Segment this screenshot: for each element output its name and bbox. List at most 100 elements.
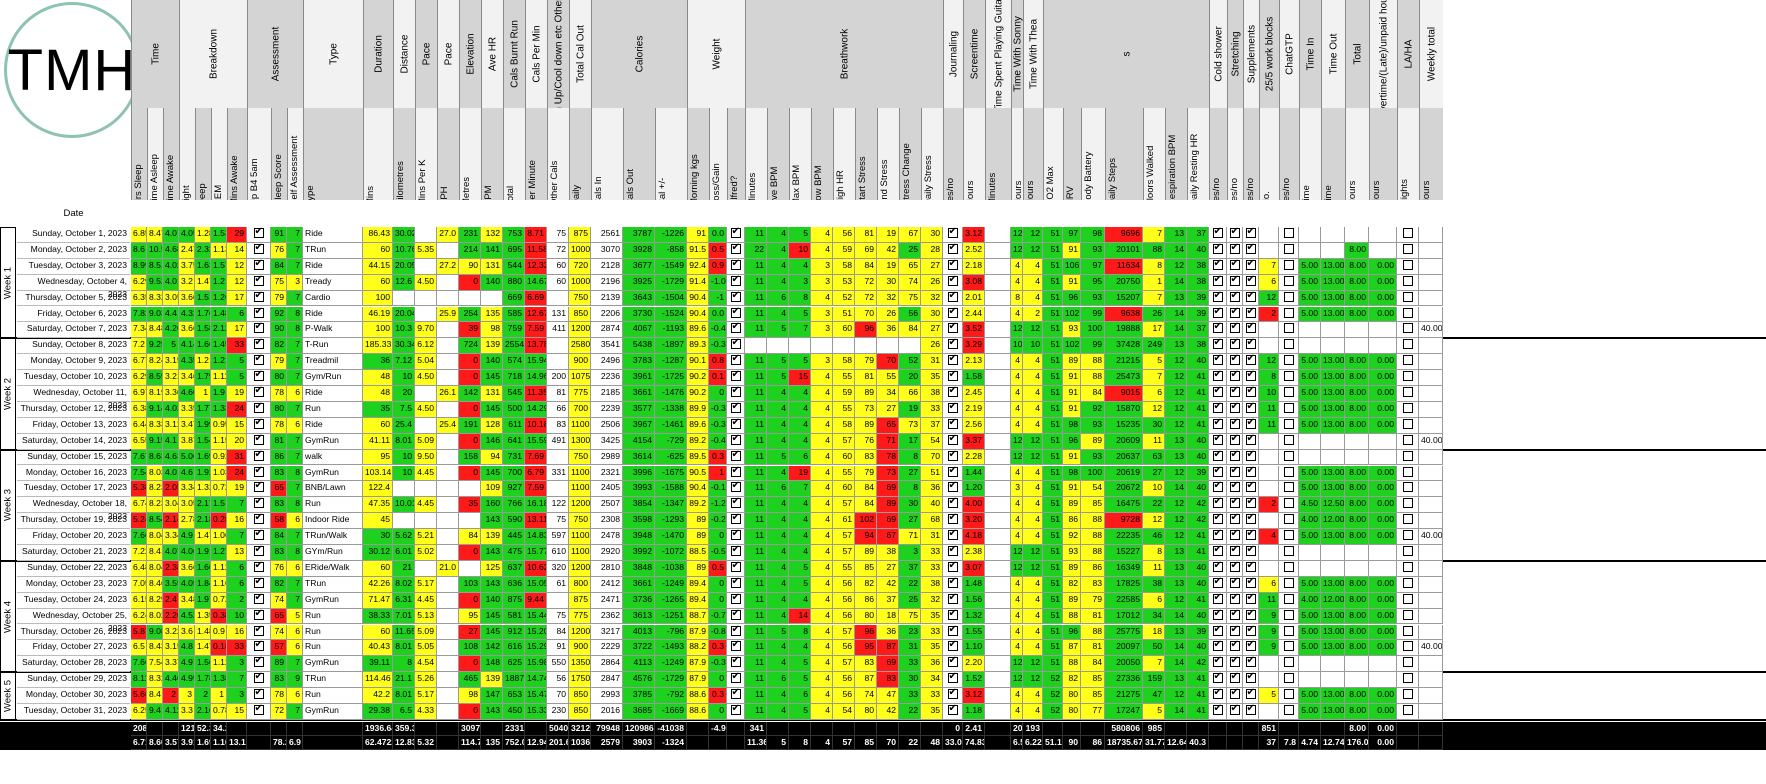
data-cell[interactable] bbox=[393, 481, 415, 498]
data-cell[interactable] bbox=[1369, 449, 1397, 466]
data-cell[interactable]: 12 bbox=[1011, 656, 1023, 673]
data-cell[interactable]: 7.69 bbox=[525, 449, 547, 466]
total-cell[interactable]: 120986 bbox=[623, 721, 655, 736]
data-cell[interactable]: 8.01 bbox=[393, 433, 415, 450]
data-cell[interactable]: 13 bbox=[1165, 545, 1187, 561]
total-cell[interactable]: 201.6 bbox=[547, 735, 569, 750]
checkbox-cell[interactable] bbox=[1243, 688, 1259, 704]
data-cell[interactable]: 58 bbox=[833, 417, 855, 434]
data-cell[interactable]: 48 bbox=[363, 370, 393, 386]
data-cell[interactable]: 9 bbox=[1259, 624, 1279, 641]
column-header[interactable]: No. bbox=[1259, 108, 1279, 200]
data-cell[interactable]: 11 bbox=[745, 449, 767, 466]
data-cell[interactable]: 1.20 bbox=[963, 481, 985, 498]
data-cell[interactable]: 78 bbox=[271, 417, 287, 434]
column-header[interactable]: Mins Awake bbox=[227, 108, 247, 200]
data-cell[interactable]: 13 bbox=[1165, 672, 1187, 689]
data-cell[interactable]: 73 bbox=[855, 401, 877, 418]
data-cell[interactable]: 3 bbox=[789, 274, 811, 291]
date-cell[interactable]: Sunday, October 8, 2023 bbox=[17, 338, 130, 355]
data-cell[interactable]: 51 bbox=[1043, 386, 1063, 402]
data-cell[interactable]: 3854 bbox=[623, 497, 655, 514]
total-cell[interactable]: 86 bbox=[1081, 735, 1105, 750]
data-cell[interactable]: 125 bbox=[481, 560, 503, 577]
data-cell[interactable]: 3.22 bbox=[163, 624, 179, 641]
column-header[interactable]: Daily bbox=[569, 108, 591, 200]
total-cell[interactable]: 193 bbox=[1023, 721, 1043, 736]
data-cell[interactable]: 4.45 bbox=[415, 465, 437, 482]
data-cell[interactable]: 2321 bbox=[591, 465, 623, 482]
data-cell[interactable]: 8.00 bbox=[1345, 481, 1369, 498]
date-cell[interactable]: Saturday, October 14, 2023 bbox=[17, 434, 130, 450]
data-cell[interactable] bbox=[1345, 545, 1369, 561]
checkbox-cell[interactable] bbox=[1279, 449, 1299, 466]
data-cell[interactable]: 84 bbox=[855, 258, 877, 275]
data-cell[interactable] bbox=[1345, 656, 1369, 673]
data-cell[interactable]: 5.00 bbox=[1299, 274, 1321, 291]
data-cell[interactable]: 90.4 bbox=[687, 290, 709, 307]
data-cell[interactable]: 5 bbox=[227, 370, 247, 386]
data-cell[interactable]: 4 bbox=[811, 497, 833, 514]
data-cell[interactable]: 1887 bbox=[503, 672, 525, 689]
data-cell[interactable]: 4 bbox=[1023, 417, 1043, 434]
data-cell[interactable]: 8.6 bbox=[131, 242, 147, 259]
data-cell[interactable]: 0.00 bbox=[1369, 513, 1397, 530]
data-cell[interactable] bbox=[855, 338, 877, 355]
data-cell[interactable]: 4.50 bbox=[415, 401, 437, 418]
data-cell[interactable]: 5.00 bbox=[1299, 624, 1321, 641]
data-cell[interactable]: 12 bbox=[1023, 449, 1043, 466]
data-cell[interactable]: 4 bbox=[811, 290, 833, 307]
checkbox-cell[interactable] bbox=[1209, 242, 1227, 259]
data-cell[interactable]: 4 bbox=[1023, 274, 1043, 291]
data-cell[interactable]: 0.0 bbox=[709, 306, 727, 323]
checkbox-cell[interactable] bbox=[943, 417, 963, 434]
checked-checkbox-icon[interactable] bbox=[253, 450, 264, 461]
data-cell[interactable]: GymRun bbox=[303, 656, 363, 673]
data-cell[interactable]: 3.66 bbox=[179, 560, 195, 577]
checkbox-cell[interactable] bbox=[247, 688, 271, 704]
data-cell[interactable]: 1.28 bbox=[195, 227, 211, 243]
data-cell[interactable]: 11 bbox=[745, 306, 767, 323]
data-cell[interactable]: 4 bbox=[1011, 624, 1023, 641]
data-cell[interactable]: 3.52 bbox=[963, 322, 985, 339]
data-cell[interactable]: 2.17 bbox=[195, 497, 211, 514]
data-cell[interactable]: 9.14 bbox=[147, 401, 163, 418]
data-cell[interactable]: TRun/Walk bbox=[303, 529, 363, 545]
data-cell[interactable] bbox=[1259, 227, 1279, 243]
checked-checkbox-icon[interactable] bbox=[1229, 370, 1240, 382]
data-cell[interactable]: 12.50 bbox=[1321, 497, 1345, 514]
data-cell[interactable]: 41 bbox=[1187, 370, 1209, 386]
checked-checkbox-icon[interactable] bbox=[730, 672, 741, 684]
checkbox-cell[interactable] bbox=[1243, 672, 1259, 689]
checked-checkbox-icon[interactable] bbox=[253, 307, 264, 318]
data-cell[interactable]: 12 bbox=[1165, 497, 1187, 514]
total-cell[interactable]: 11.36 bbox=[745, 735, 767, 750]
data-cell[interactable]: 31 bbox=[921, 354, 943, 371]
data-cell[interactable]: 0.0 bbox=[709, 227, 727, 243]
column-header[interactable]: Hours bbox=[963, 108, 985, 200]
checkbox-cell[interactable] bbox=[943, 608, 963, 625]
data-cell[interactable]: 13.00 bbox=[1321, 290, 1345, 307]
column-header[interactable]: Mins Per K bbox=[415, 108, 437, 200]
checkbox-cell[interactable] bbox=[1397, 497, 1419, 514]
data-cell[interactable]: 4 bbox=[1023, 497, 1043, 514]
total-cell[interactable]: 78.2 bbox=[271, 735, 287, 750]
total-cell[interactable]: 1.104 bbox=[211, 735, 227, 750]
data-cell[interactable] bbox=[1419, 338, 1443, 355]
data-cell[interactable]: 66 bbox=[547, 401, 569, 418]
column-header[interactable]: Total bbox=[503, 108, 525, 200]
total-cell[interactable] bbox=[985, 721, 1011, 736]
data-cell[interactable]: 13.00 bbox=[1321, 386, 1345, 402]
unchecked-checkbox-icon[interactable] bbox=[1283, 593, 1294, 604]
checked-checkbox-icon[interactable] bbox=[947, 243, 958, 254]
data-cell[interactable]: 9 bbox=[1259, 640, 1279, 657]
data-cell[interactable]: 7 bbox=[227, 529, 247, 545]
data-cell[interactable]: 10 bbox=[1259, 386, 1279, 402]
checkbox-cell[interactable] bbox=[1243, 640, 1259, 657]
checked-checkbox-icon[interactable] bbox=[947, 418, 958, 429]
data-cell[interactable] bbox=[437, 322, 459, 339]
data-cell[interactable]: 1.47 bbox=[195, 529, 211, 545]
date-cell[interactable]: Tuesday, October 31, 2023 bbox=[17, 704, 130, 720]
data-cell[interactable]: 91 bbox=[1063, 386, 1081, 402]
data-cell[interactable] bbox=[437, 640, 459, 657]
